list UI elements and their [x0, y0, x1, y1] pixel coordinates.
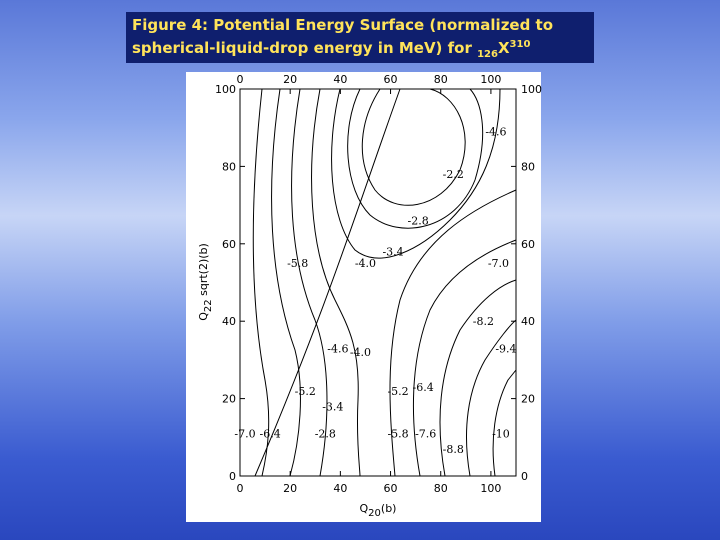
- slide-title: Figure 4: Potential Energy Surface (norm…: [126, 12, 594, 63]
- y-axis-label: Q22 sqrt(2)(b): [197, 243, 214, 321]
- title-text: Figure 4: Potential Energy Surface (norm…: [132, 16, 554, 34]
- contour: [439, 279, 517, 477]
- label-part: sqrt(2)(b): [197, 243, 210, 299]
- contour-label: -5.8: [287, 257, 308, 270]
- label-part: 20: [368, 508, 381, 519]
- contour: [252, 88, 270, 477]
- x-tick-label: 20: [283, 482, 297, 495]
- title-sup: 310: [509, 39, 531, 50]
- contour-label: -4.6: [485, 126, 506, 139]
- y-tick-label: 20: [521, 393, 535, 406]
- contour-label: -5.8: [387, 427, 408, 440]
- contour-label: -2.8: [408, 215, 429, 228]
- title-sub: 126: [477, 49, 498, 60]
- contour-label: -5.2: [295, 385, 316, 398]
- x-tick-label: 80: [434, 482, 448, 495]
- y-tick-label: 0: [229, 470, 236, 483]
- x-tick-label: 20: [283, 73, 297, 86]
- contour-label: -3.4: [382, 246, 403, 259]
- y-tick-label: 100: [215, 83, 236, 96]
- contour: [361, 88, 466, 206]
- contour: [412, 239, 517, 477]
- y-tick-label: 80: [222, 160, 236, 173]
- x-tick-label: 60: [384, 73, 398, 86]
- y-tick-label: 60: [521, 238, 535, 251]
- x-tick-label: 60: [384, 482, 398, 495]
- contour-label: -10: [492, 427, 510, 440]
- label-part: Q: [360, 502, 369, 515]
- contour-label: -5.2: [387, 385, 408, 398]
- contour-label: -9.4: [495, 342, 516, 355]
- y-tick-label: 80: [521, 160, 535, 173]
- contour: [466, 319, 517, 477]
- x-tick-label: 80: [434, 73, 448, 86]
- x-tick-label: 40: [333, 73, 347, 86]
- y-tick-label: 60: [222, 238, 236, 251]
- axes-frame: [239, 88, 517, 477]
- x-tick-label: 40: [333, 482, 347, 495]
- contour: [492, 369, 517, 477]
- contour-label: -2.2: [443, 168, 464, 181]
- title-symbol: X: [497, 39, 510, 57]
- x-axis-label: Q20(b): [360, 502, 397, 519]
- contour: [331, 88, 501, 259]
- x-tick-label: 0: [237, 482, 244, 495]
- contour-label: -7.6: [415, 427, 436, 440]
- y-tick-label: 40: [521, 315, 535, 328]
- contour: [311, 88, 361, 477]
- x-tick-label: 100: [480, 73, 501, 86]
- x-tick-label: 0: [237, 73, 244, 86]
- contour: [271, 88, 301, 477]
- contour-label: -4.0: [355, 257, 376, 270]
- contour-label: -7.0: [488, 257, 509, 270]
- label-part: 22: [203, 299, 214, 312]
- label-part: (b): [381, 502, 397, 515]
- x-tick-label: 100: [480, 482, 501, 495]
- contour-label: -6.4: [259, 427, 280, 440]
- title-text: spherical-liquid-drop energy in MeV) for: [132, 39, 478, 57]
- label-part: Q: [197, 312, 210, 321]
- contour-label: -8.8: [443, 443, 464, 456]
- contour: [347, 88, 484, 229]
- contour-label: -8.2: [473, 315, 494, 328]
- y-tick-label: 100: [521, 83, 542, 96]
- y-tick-label: 20: [222, 393, 236, 406]
- contour: [291, 88, 328, 477]
- contour-label: -6.4: [413, 381, 434, 394]
- contour-label: -7.0: [234, 427, 255, 440]
- contour: [389, 189, 517, 477]
- contour-label: -3.4: [322, 400, 343, 413]
- y-tick-label: 0: [521, 470, 528, 483]
- contour: [254, 88, 401, 477]
- contour-lines: [252, 88, 517, 477]
- y-tick-label: 40: [222, 315, 236, 328]
- contour-label: -4.0: [350, 346, 371, 359]
- contour-label: -2.8: [315, 427, 336, 440]
- contour-label: -4.6: [327, 342, 348, 355]
